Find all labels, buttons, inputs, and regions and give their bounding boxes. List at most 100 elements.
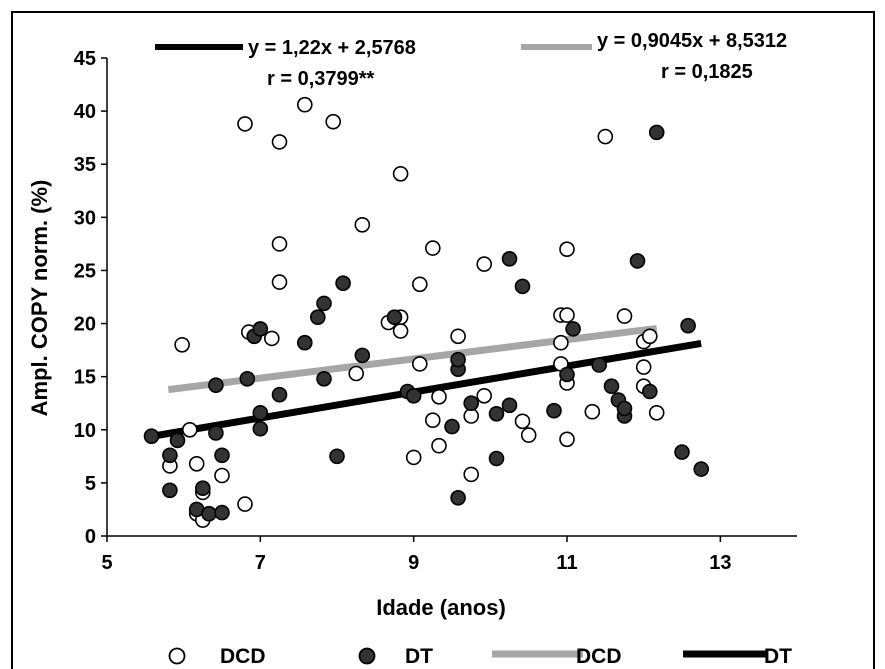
point-dcd <box>463 466 480 483</box>
point-dcd <box>263 330 280 347</box>
point-dcd <box>635 359 652 375</box>
y-tick-label: 35 <box>74 154 96 176</box>
point-dcd <box>174 336 190 353</box>
point-dcd <box>237 496 253 512</box>
equation-dt-line2: r = 0,3799** <box>267 68 375 90</box>
point-dt <box>463 395 480 412</box>
point-dcd <box>514 413 531 430</box>
equation-dt-line1: y = 1,22x + 2,5768 <box>248 37 416 59</box>
y-tick-label: 30 <box>74 207 96 229</box>
x-tick-label: 13 <box>709 552 731 574</box>
point-dcd <box>553 334 569 351</box>
point-dt <box>316 295 332 312</box>
point-dt <box>488 405 505 422</box>
point-dt <box>450 489 466 506</box>
point-dt <box>603 378 620 395</box>
legend-label-dt-markers: DT <box>405 645 433 668</box>
y-tick-label: 20 <box>74 314 96 336</box>
point-dt <box>208 377 224 394</box>
point-dt <box>162 482 178 499</box>
point-dt <box>444 418 460 435</box>
x-tick-label: 9 <box>408 552 419 574</box>
point-dcd <box>597 128 614 145</box>
point-dcd <box>424 240 441 256</box>
point-dcd <box>476 256 493 272</box>
equation-dcd-line1: y = 0,9045x + 8,5312 <box>597 30 787 52</box>
point-dcd <box>584 403 601 420</box>
y-tick-label: 25 <box>74 260 96 282</box>
point-dt <box>641 383 658 400</box>
point-dcd <box>325 113 342 130</box>
y-tick-label: 0 <box>85 526 96 548</box>
figure-frame <box>11 11 875 669</box>
point-dt <box>693 461 710 477</box>
legend: DCD DT DCD DT <box>168 645 792 668</box>
point-dt <box>329 448 345 465</box>
point-dcd <box>559 431 575 448</box>
y-tick-label: 45 <box>74 48 96 70</box>
legend-marker-dcd <box>168 647 186 665</box>
point-dt <box>162 447 178 464</box>
point-dt <box>648 124 665 141</box>
point-dcd <box>648 404 665 421</box>
y-tick-label: 15 <box>74 367 96 389</box>
point-dt <box>501 250 518 267</box>
point-dcd <box>237 116 253 132</box>
point-dt <box>252 321 269 337</box>
point-dt <box>629 253 646 269</box>
point-dt <box>546 402 562 419</box>
point-dcd <box>463 408 480 424</box>
data-points <box>143 96 710 528</box>
point-dcd <box>271 134 288 150</box>
point-dt <box>386 309 403 326</box>
point-dt <box>405 387 422 404</box>
point-dcd <box>188 455 205 472</box>
point-dcd <box>616 308 633 324</box>
point-dt <box>143 428 160 445</box>
point-dt <box>252 404 269 421</box>
y-tick-label: 10 <box>74 420 96 442</box>
point-dt <box>674 444 690 460</box>
point-dt <box>680 317 696 334</box>
point-dt <box>335 275 351 292</box>
x-tick-label: 5 <box>101 552 112 574</box>
point-dcd <box>296 96 313 113</box>
point-dt <box>309 309 326 326</box>
point-dt <box>501 397 518 414</box>
point-dcd <box>354 217 371 233</box>
point-dt <box>559 366 575 383</box>
legend-label-dt-line: DT <box>764 645 792 668</box>
x-tick-label: 7 <box>255 552 266 574</box>
point-dcd <box>405 449 422 466</box>
point-dcd <box>559 241 575 257</box>
point-dcd <box>431 388 447 405</box>
point-dcd <box>520 427 537 443</box>
point-dcd <box>392 166 409 182</box>
point-dcd <box>641 328 658 345</box>
point-dt <box>616 400 633 417</box>
point-dt <box>450 351 466 368</box>
point-dt <box>169 432 186 449</box>
y-tick-label: 5 <box>85 473 96 495</box>
point-dcd <box>411 276 428 293</box>
point-dt <box>488 450 505 467</box>
point-dt <box>214 504 230 521</box>
point-dt <box>201 505 217 522</box>
point-dt <box>239 370 256 387</box>
legend-label-dcd-line: DCD <box>576 645 622 668</box>
point-dt <box>271 386 288 403</box>
x-tick-label: 11 <box>556 552 577 574</box>
point-dcd <box>348 365 365 382</box>
y-tick-label: 40 <box>74 101 96 123</box>
point-dt <box>252 420 269 437</box>
point-dt <box>208 425 224 441</box>
point-dt <box>214 447 230 464</box>
point-dcd <box>214 467 230 484</box>
point-dcd <box>559 307 575 323</box>
point-dcd <box>424 412 441 429</box>
point-dt <box>354 347 371 364</box>
point-dcd <box>431 437 447 454</box>
